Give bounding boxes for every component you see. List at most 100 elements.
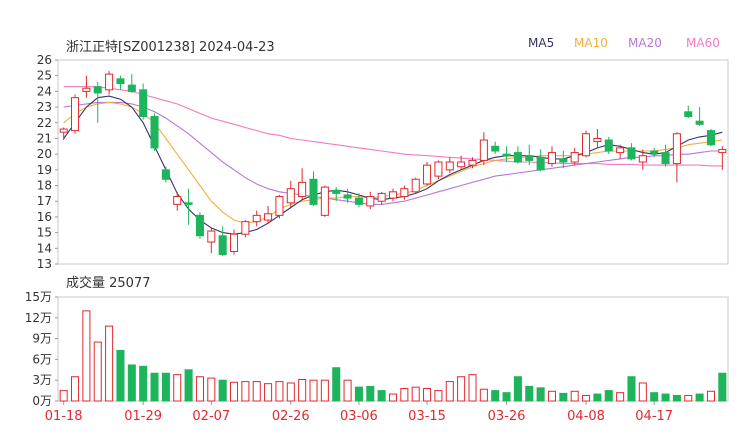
price-y-tick: 18 xyxy=(37,179,52,193)
price-y-tick: 23 xyxy=(37,100,52,114)
volume-bar xyxy=(82,310,91,402)
candle-body xyxy=(661,152,670,165)
candle-body xyxy=(638,155,647,163)
candle-body xyxy=(536,156,545,171)
volume-y-tick: 15万 xyxy=(25,290,52,304)
candle-body xyxy=(616,147,625,154)
volume-bar xyxy=(343,379,352,402)
candle-body xyxy=(309,178,318,205)
candle-body xyxy=(457,161,466,168)
candle-body xyxy=(173,196,182,205)
volume-bar xyxy=(366,385,375,402)
volume-bar xyxy=(604,390,613,402)
volume-bar xyxy=(139,365,148,402)
price-y-tick: 24 xyxy=(37,84,52,98)
volume-y-tick: 12万 xyxy=(25,311,52,325)
x-tick-label: 01-18 xyxy=(45,409,83,424)
candle-body xyxy=(377,192,386,202)
volume-bar xyxy=(59,390,68,402)
volume-bar xyxy=(616,392,625,402)
volume-y-tick: 3万 xyxy=(32,373,52,387)
candle-body xyxy=(513,152,522,163)
volume-bar xyxy=(684,394,693,402)
volume-y-tick: 0万 xyxy=(32,394,52,408)
candle-body xyxy=(434,161,443,177)
price-y-tick: 20 xyxy=(37,147,52,161)
candle-body xyxy=(570,152,579,163)
price-y-tick: 15 xyxy=(37,226,52,240)
volume-bar xyxy=(423,388,432,402)
candle-body xyxy=(627,147,636,160)
candle-body xyxy=(479,139,488,161)
candle-body xyxy=(706,130,715,146)
x-tick-label: 03-06 xyxy=(340,409,378,424)
volume-bar xyxy=(105,325,114,402)
volume-bar xyxy=(309,379,318,402)
price-y-tick: 13 xyxy=(37,257,52,271)
volume-bar xyxy=(638,382,647,402)
volume-bar xyxy=(161,372,170,402)
price-y-tick: 17 xyxy=(37,194,52,208)
candle-body xyxy=(195,214,204,237)
candle-body xyxy=(82,87,91,92)
legend-ma10: MA10 xyxy=(574,36,608,50)
volume-bar xyxy=(695,393,704,402)
volume-bar xyxy=(116,349,125,402)
volume-bar xyxy=(150,372,159,402)
volume-bar xyxy=(354,386,363,402)
candle-body xyxy=(161,169,170,180)
volume-bar xyxy=(661,393,670,402)
ma-line-ma60 xyxy=(63,86,723,167)
volume-bar xyxy=(434,390,443,402)
legend-ma10-label: MA10 xyxy=(574,36,608,50)
candle-body xyxy=(298,181,307,198)
volume-bar xyxy=(264,383,273,402)
candle-body xyxy=(241,221,250,235)
ma-line-ma20 xyxy=(63,101,723,205)
candle-body xyxy=(411,178,420,193)
legend-ma20-label: MA20 xyxy=(628,36,662,50)
candle-body xyxy=(559,158,568,163)
candle-body xyxy=(127,84,136,92)
volume-bar xyxy=(388,393,398,402)
volume-bar xyxy=(559,392,568,402)
candle-body xyxy=(547,152,557,165)
candle-body xyxy=(525,155,534,161)
candle-body xyxy=(695,120,704,125)
volume-bar xyxy=(593,393,602,402)
candle-body xyxy=(672,133,681,165)
candle-body xyxy=(332,189,341,194)
x-tick-label: 02-07 xyxy=(192,409,230,424)
candle-body xyxy=(150,115,159,149)
volume-bar xyxy=(547,390,557,402)
price-y-tick: 14 xyxy=(37,241,52,255)
candle-body xyxy=(491,145,500,152)
candle-body xyxy=(59,128,68,133)
volume-bar xyxy=(298,379,307,402)
x-tick-label: 04-17 xyxy=(635,409,673,424)
candle-body xyxy=(718,148,727,154)
x-tick-label: 04-08 xyxy=(567,409,605,424)
candle-body xyxy=(354,197,363,205)
volume-bar xyxy=(184,369,193,402)
volume-bar xyxy=(627,376,636,402)
volume-bar xyxy=(570,390,579,402)
volume-title: 成交量 25077 xyxy=(66,276,151,291)
price-panel-frame xyxy=(57,59,729,265)
candle-body xyxy=(264,213,273,221)
volume-bar xyxy=(286,382,295,402)
candle-body xyxy=(320,186,329,216)
volume-bar xyxy=(491,390,500,402)
candle-body xyxy=(468,159,477,166)
volume-bar xyxy=(672,394,681,402)
volume-bar xyxy=(400,388,409,402)
volume-bar xyxy=(479,388,488,402)
candle-body xyxy=(400,188,409,198)
volume-bar xyxy=(173,374,182,402)
price-y-tick: 25 xyxy=(37,69,52,83)
volume-bar xyxy=(536,387,545,402)
candle-body xyxy=(445,161,454,171)
candle-body xyxy=(275,196,284,216)
volume-bar xyxy=(275,381,284,402)
volume-bar xyxy=(582,394,591,402)
